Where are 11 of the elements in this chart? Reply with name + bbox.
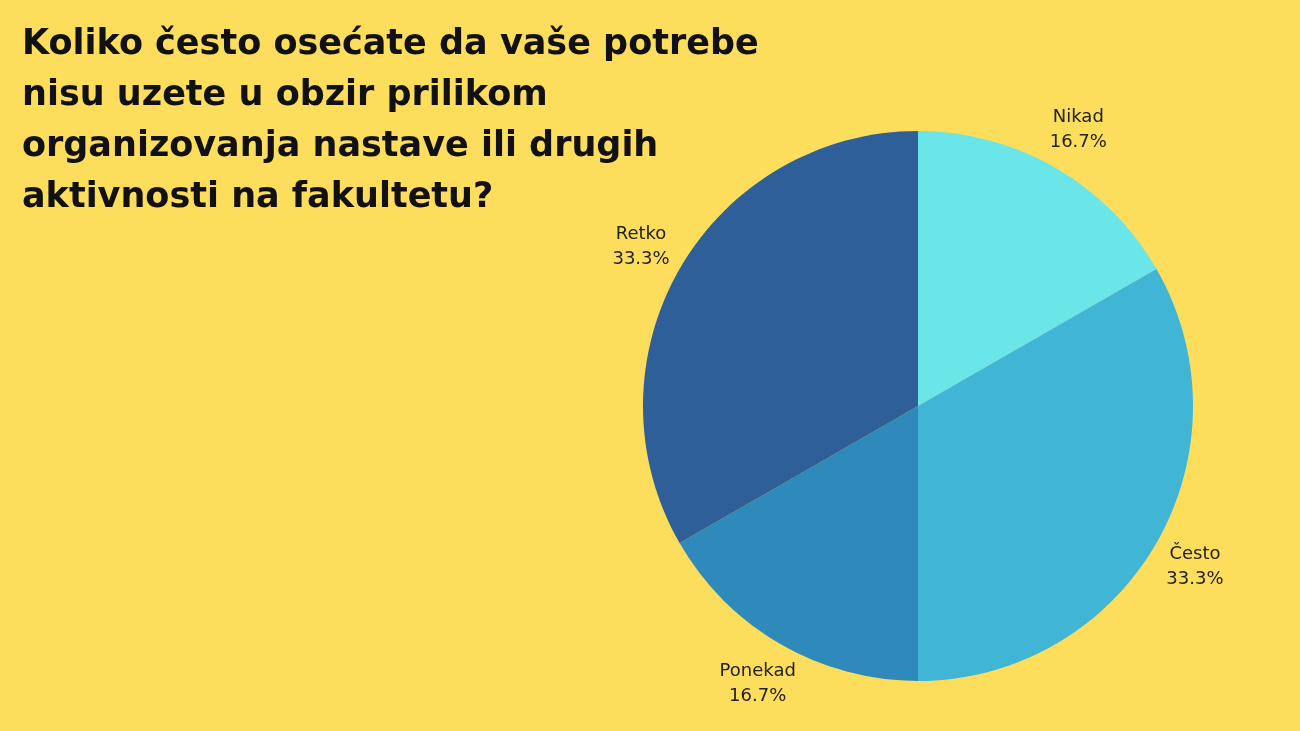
data-label: 16.7% [1049,130,1107,152]
slice-label: Često [1169,542,1221,564]
slice-label: Ponekad [719,658,796,680]
data-label: 33.3% [612,246,670,268]
pie-slice [679,406,918,681]
data-label: 33.3% [1166,567,1224,589]
slice-label: Nikad [1052,105,1104,127]
pie-slice [918,131,1157,406]
slice-label: Retko [615,221,667,243]
chart-title: Koliko često osećate da vaše potrebe nisu uzete u obzir prilikom organizovanja nastave ili drugih aktivnosti na fakultetu? [22,22,759,215]
data-label: 16.7% [729,683,787,705]
